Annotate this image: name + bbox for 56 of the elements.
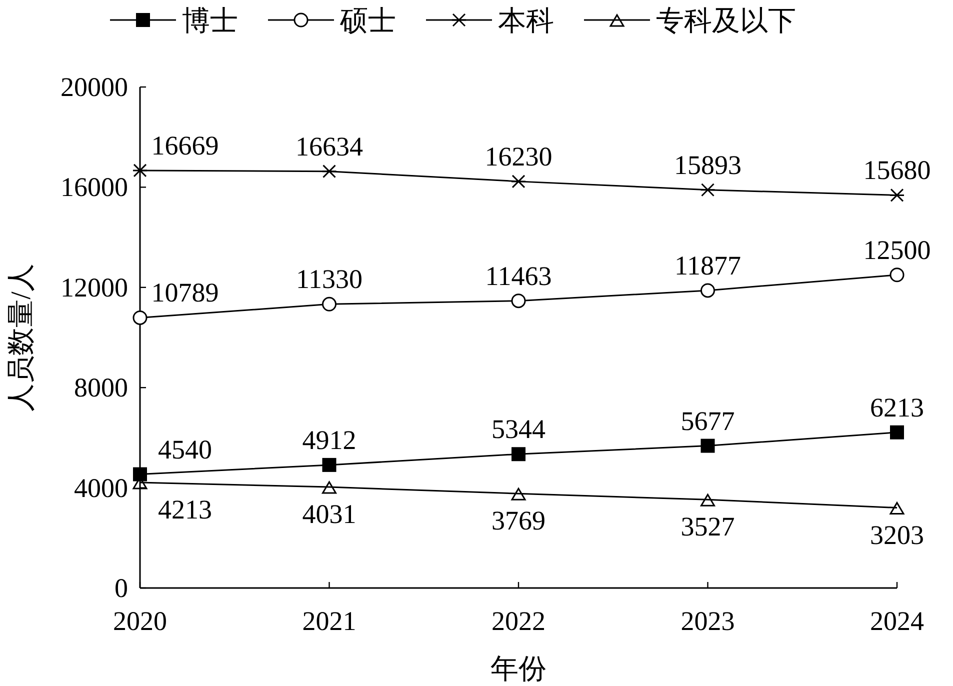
y-axis-title: 人员数量/人 (6, 264, 37, 412)
data-label: 16634 (296, 131, 364, 162)
point (700, 283, 715, 298)
data-label: 11330 (296, 264, 362, 294)
y-tick-label: 4000 (74, 472, 128, 503)
data-label: 12500 (863, 234, 931, 265)
y-tick-label: 20000 (60, 72, 128, 102)
x-axis-title: 年份 (490, 654, 546, 685)
x-tick-label: 2021 (302, 606, 356, 636)
data-label: 16230 (484, 141, 552, 172)
point (322, 481, 336, 494)
data-label: 5344 (492, 414, 546, 444)
point (322, 164, 337, 178)
y-tick-label: 0 (114, 573, 128, 603)
point (511, 294, 526, 308)
x-tick-label: 2020 (113, 606, 167, 636)
point (700, 183, 716, 197)
point (322, 458, 336, 472)
data-label: 4540 (158, 434, 212, 464)
data-label: 11463 (485, 260, 552, 291)
data-label: 4213 (158, 494, 212, 524)
y-tick-label: 8000 (74, 372, 128, 403)
data-label: 5677 (680, 406, 735, 436)
data-label: 4912 (302, 424, 356, 455)
point (890, 425, 904, 440)
data-label: 3203 (870, 520, 924, 550)
point (132, 164, 148, 178)
data-label: 15893 (674, 150, 742, 180)
data-label: 3769 (492, 506, 546, 536)
data-label: 6213 (870, 392, 924, 422)
point (511, 488, 526, 500)
data-label: 4031 (302, 499, 356, 530)
point (890, 268, 904, 282)
x-tick-label: 2024 (870, 606, 924, 636)
point (700, 438, 715, 453)
data-label: 3527 (680, 512, 735, 542)
y-tick-label: 12000 (60, 272, 128, 302)
y-tick-label: 16000 (60, 172, 128, 202)
legend-label: 专科及以下 (656, 6, 796, 37)
point (700, 494, 715, 506)
data-label: 10789 (151, 278, 219, 308)
point (889, 188, 905, 202)
legend-label: 本科 (498, 6, 554, 37)
point (322, 296, 336, 312)
legend-label: 博士 (182, 6, 238, 37)
x-tick-label: 2023 (680, 606, 735, 636)
x-tick-label: 2022 (492, 606, 546, 636)
point (132, 310, 148, 325)
point (133, 467, 147, 482)
point (510, 174, 526, 188)
legend-label: 硕士 (339, 6, 396, 37)
data-label: 15680 (863, 155, 931, 186)
point (890, 502, 904, 515)
data-label: 16669 (151, 130, 219, 160)
data-label: 11877 (674, 250, 741, 280)
point (512, 447, 526, 462)
